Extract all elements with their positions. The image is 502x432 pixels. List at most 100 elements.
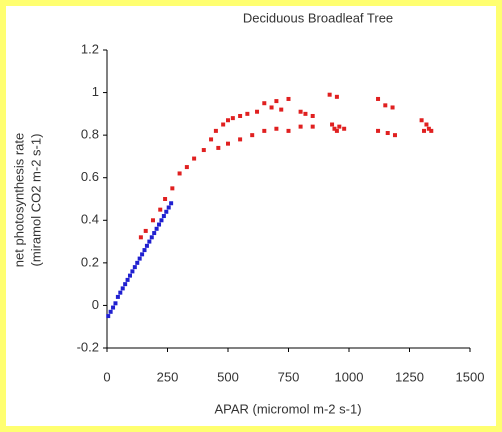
x-tick-label: 1500 xyxy=(456,369,485,384)
point xyxy=(337,124,342,129)
point xyxy=(274,99,279,104)
point xyxy=(376,96,381,101)
point xyxy=(334,94,339,99)
point xyxy=(342,126,347,131)
point xyxy=(209,137,214,142)
point xyxy=(298,124,303,129)
point xyxy=(310,113,315,118)
y-tick-label: 0.2 xyxy=(81,254,99,269)
point xyxy=(113,301,118,306)
point xyxy=(330,122,335,127)
point xyxy=(120,286,125,291)
point xyxy=(137,256,142,261)
x-tick-label: 500 xyxy=(217,369,239,384)
point xyxy=(135,260,140,265)
point xyxy=(238,137,243,142)
point xyxy=(422,128,427,133)
chart-title: Deciduous Broadleaf Tree xyxy=(243,10,393,25)
point xyxy=(157,222,162,227)
point xyxy=(221,122,226,127)
point xyxy=(140,252,145,257)
point xyxy=(127,273,132,278)
x-axis-label: APAR (micromol m-2 s-1) xyxy=(214,401,361,416)
point xyxy=(192,156,197,161)
point xyxy=(144,243,149,248)
point xyxy=(158,207,163,212)
point xyxy=(147,239,152,244)
y-axis-label: (miramol CO2 m-2 s-1) xyxy=(28,134,43,267)
point xyxy=(154,226,159,231)
point xyxy=(123,282,128,287)
point xyxy=(111,305,116,310)
x-tick-label: 1000 xyxy=(335,369,364,384)
point xyxy=(226,118,230,123)
point xyxy=(262,128,267,133)
point xyxy=(279,107,284,112)
point xyxy=(238,113,243,118)
point xyxy=(385,131,390,136)
point xyxy=(166,205,171,210)
point xyxy=(255,109,260,114)
point xyxy=(138,235,143,240)
point xyxy=(152,231,157,236)
y-tick-label: 1 xyxy=(92,84,99,99)
point xyxy=(142,248,147,253)
y-tick-label: 0.8 xyxy=(81,127,99,142)
x-tick-label: 750 xyxy=(278,369,300,384)
point xyxy=(213,128,218,133)
point xyxy=(390,105,395,110)
point xyxy=(424,122,429,127)
point xyxy=(269,105,274,110)
point xyxy=(164,209,169,214)
point xyxy=(327,92,332,97)
point xyxy=(159,218,164,223)
point xyxy=(286,128,291,133)
point xyxy=(226,141,230,146)
point xyxy=(392,133,397,138)
point xyxy=(201,148,206,153)
point xyxy=(184,165,189,170)
x-tick-label: 1250 xyxy=(395,369,424,384)
point xyxy=(149,235,154,240)
y-tick-label: 0.6 xyxy=(81,169,99,184)
y-tick-label: 0.4 xyxy=(81,212,99,227)
point xyxy=(130,269,135,274)
point xyxy=(161,214,166,219)
x-tick-label: 0 xyxy=(103,369,110,384)
point xyxy=(245,111,250,116)
point xyxy=(274,126,279,131)
point xyxy=(118,290,123,295)
point xyxy=(250,133,255,138)
point xyxy=(115,294,120,299)
chart-background xyxy=(6,6,496,426)
point xyxy=(376,128,381,133)
point xyxy=(143,228,148,233)
point xyxy=(332,126,337,131)
point xyxy=(383,103,388,108)
point xyxy=(125,277,130,282)
point xyxy=(429,128,434,133)
point xyxy=(108,309,113,314)
point xyxy=(230,116,235,121)
point xyxy=(334,128,339,133)
point xyxy=(163,197,168,201)
point xyxy=(303,111,308,116)
y-tick-label: 1.2 xyxy=(81,41,99,56)
point xyxy=(298,109,303,114)
y-axis-label: net photosynthesis rate xyxy=(11,133,26,267)
point xyxy=(262,101,267,106)
y-tick-label: 0 xyxy=(92,297,99,312)
point xyxy=(419,118,424,123)
point xyxy=(310,124,315,129)
point xyxy=(286,96,291,101)
y-tick-label: -0.2 xyxy=(77,339,99,354)
point xyxy=(106,314,111,319)
point xyxy=(426,126,431,131)
point xyxy=(177,171,182,176)
point xyxy=(169,201,174,206)
point xyxy=(150,218,155,223)
point xyxy=(132,265,137,270)
point xyxy=(216,145,221,150)
